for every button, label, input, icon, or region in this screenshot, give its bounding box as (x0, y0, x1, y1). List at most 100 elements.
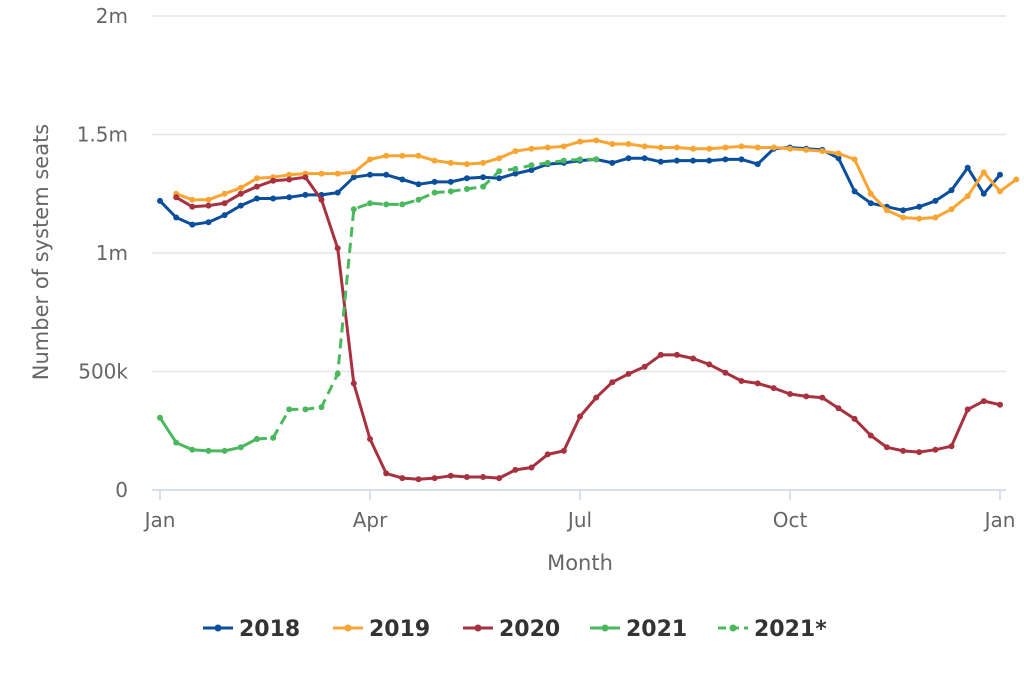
x-tick-label: Oct (773, 508, 808, 532)
data-point (302, 174, 309, 181)
data-point (205, 196, 212, 203)
data-point (932, 197, 939, 204)
data-point (221, 200, 228, 207)
data-point (367, 200, 373, 207)
data-point (560, 447, 567, 454)
data-point (286, 406, 293, 413)
data-point (286, 176, 293, 183)
series-2020 (173, 174, 1003, 483)
data-point (447, 472, 454, 479)
data-point (722, 144, 729, 151)
legend-marker (729, 624, 737, 632)
data-point (964, 406, 971, 413)
data-point (964, 164, 971, 171)
legend-marker (474, 624, 482, 632)
data-point (431, 475, 438, 482)
data-point (835, 405, 842, 412)
data-point (593, 137, 600, 144)
data-point (754, 144, 761, 151)
data-point (819, 394, 826, 401)
data-point (641, 143, 648, 150)
series-2021* (253, 156, 600, 442)
data-point (496, 175, 503, 182)
data-point (560, 157, 567, 164)
data-point (350, 206, 357, 213)
x-tick-label: Jan (983, 508, 1016, 532)
data-point (625, 141, 632, 147)
data-point (286, 171, 293, 178)
data-point (463, 186, 470, 192)
gridlines (152, 15, 1006, 373)
data-point (625, 155, 632, 162)
data-point (463, 161, 470, 168)
data-point (512, 170, 519, 177)
data-point (189, 203, 196, 210)
data-point (673, 157, 680, 164)
data-point (770, 385, 777, 392)
data-point (447, 188, 454, 195)
data-point (286, 194, 293, 201)
data-point (496, 155, 503, 162)
legend-item-2021[interactable]: 2021 (590, 617, 687, 642)
series-2021 (157, 414, 260, 454)
data-point (189, 446, 196, 453)
series-line (175, 175, 1001, 481)
data-point (237, 444, 244, 451)
data-point (173, 194, 180, 201)
legend-marker (214, 624, 222, 632)
data-point (205, 202, 212, 209)
data-point (318, 196, 325, 203)
data-point (754, 380, 761, 387)
data-point (948, 206, 955, 213)
data-point (690, 355, 697, 362)
data-point (916, 203, 923, 210)
data-point (690, 157, 697, 164)
data-point (706, 145, 713, 152)
x-tick-label: Jan (143, 508, 176, 532)
data-point (512, 148, 519, 155)
data-point (189, 221, 196, 228)
data-point (673, 351, 680, 358)
data-point (867, 432, 874, 439)
data-point (980, 190, 987, 197)
data-point (900, 447, 907, 454)
legend-item-2020[interactable]: 2020 (463, 617, 560, 642)
data-point (625, 370, 632, 377)
data-point (367, 156, 373, 163)
data-point (980, 169, 987, 176)
legend-item-2019[interactable]: 2019 (333, 617, 430, 642)
data-point (706, 361, 713, 368)
data-point (415, 476, 422, 483)
data-point (399, 201, 406, 208)
data-point (787, 145, 793, 152)
data-point (512, 165, 519, 172)
data-point (318, 404, 325, 411)
data-point (916, 449, 923, 456)
data-point (803, 393, 810, 400)
data-point (237, 202, 244, 209)
data-point (318, 170, 325, 177)
data-point (609, 379, 616, 386)
y-tick-label: 1.5m (77, 123, 128, 147)
data-point (609, 141, 616, 147)
legend-item-2018[interactable]: 2018 (203, 617, 300, 642)
data-point (399, 475, 406, 482)
y-tick-label: 1m (96, 241, 128, 265)
data-point (221, 190, 228, 197)
legend-item-2021*[interactable]: 2021* (718, 617, 827, 642)
data-point (754, 161, 761, 168)
data-point (350, 380, 357, 387)
data-point (399, 152, 406, 159)
data-point (383, 201, 390, 208)
data-point (657, 351, 664, 358)
data-point (270, 195, 277, 202)
data-point (463, 175, 470, 182)
y-axis-title: Number of system seats (29, 124, 53, 380)
legend-label: 2019 (369, 617, 430, 642)
data-point (253, 183, 260, 190)
data-point (334, 189, 341, 196)
data-point (722, 369, 729, 376)
data-point (367, 171, 373, 178)
data-point (383, 171, 390, 178)
data-point (205, 447, 212, 454)
